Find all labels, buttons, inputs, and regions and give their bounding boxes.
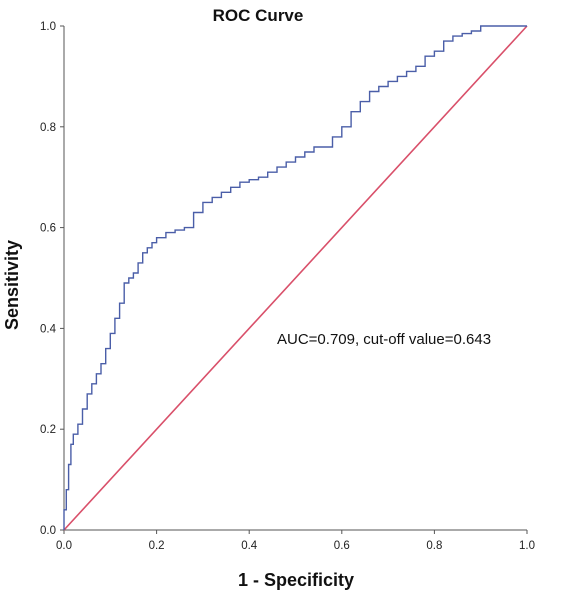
y-tick-label: 0.0 [40,525,56,537]
reference-line [63,25,528,531]
x-tick-label: 0.6 [334,540,350,552]
chart-title: ROC Curve [213,6,304,25]
y-tick-label: 0.2 [40,424,56,436]
tick-labels: 0.0 0.2 0.4 0.6 0.8 1.0 0.0 0.2 0.4 0.6 0.8 1.0 [40,21,535,552]
x-tick-label: 1.0 [519,540,535,552]
x-tick-label: 0.0 [56,540,72,552]
y-axis-label: Sensitivity [2,240,22,330]
roc-curve [63,25,527,530]
y-tick-label: 0.8 [40,122,56,134]
y-tick-label: 1.0 [40,21,56,33]
x-tick-label: 0.4 [241,540,258,552]
x-axis-label: 1 - Specificity [238,570,354,590]
auc-annotation: AUC=0.709, cut-off value=0.643 [277,331,491,348]
y-tick-label: 0.4 [40,323,57,335]
x-tick-label: 0.8 [426,540,442,552]
axes [63,26,527,531]
y-tick-label: 0.6 [40,223,56,235]
x-tick-label: 0.2 [149,540,165,552]
data-lines [63,25,528,531]
